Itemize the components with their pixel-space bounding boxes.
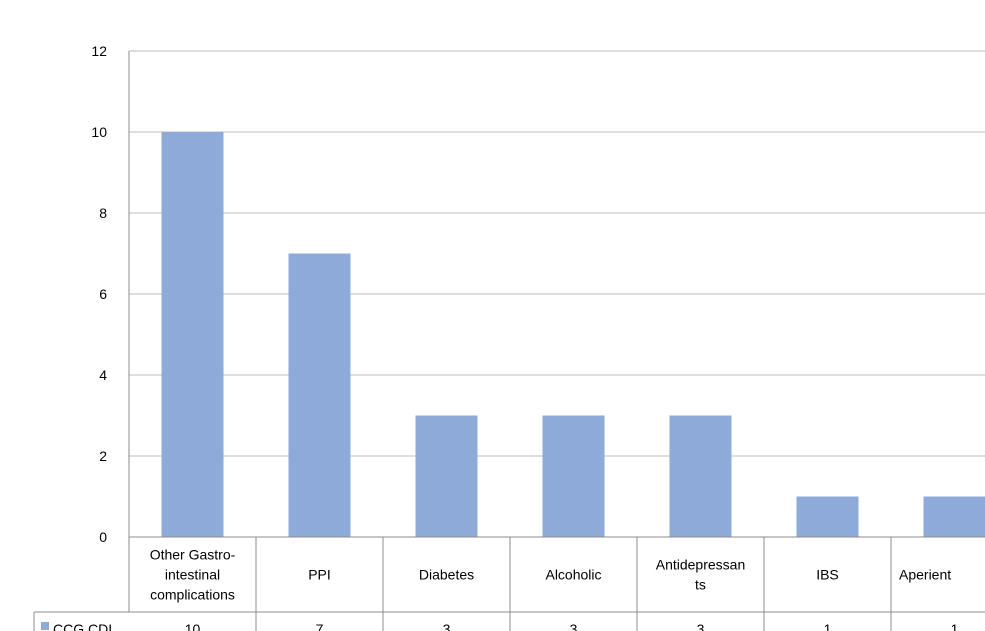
table-value: 7 [316, 621, 324, 631]
table-value: 10 [185, 621, 201, 631]
bar [415, 415, 478, 537]
category-label: IBS [816, 567, 839, 583]
gridlines [129, 50, 985, 457]
y-tick-label: 8 [99, 205, 107, 221]
category-label: complications [150, 587, 235, 603]
y-tick-label: 12 [91, 43, 107, 59]
category-label: PPI [308, 567, 331, 583]
y-tick-label: 0 [99, 529, 107, 545]
y-tick-label: 10 [91, 124, 107, 140]
axes [128, 50, 985, 538]
category-labels: Other Gastro-intestinal complications PPI D… [34, 537, 985, 631]
y-tick-label: 4 [99, 367, 107, 383]
data-table: CCG CDI 10 7 3 3 3 1 1 [33, 612, 959, 631]
bar [542, 415, 605, 537]
table-value: 1 [824, 621, 832, 631]
category-label: Aperient [899, 567, 951, 583]
bar [288, 253, 351, 537]
y-axis-ticks: 0 2 4 6 8 10 12 [91, 43, 107, 545]
legend-series-label: CCG CDI [53, 621, 112, 631]
bars [161, 132, 985, 537]
category-label: Antidepressan [656, 557, 746, 573]
category-label: Diabetes [419, 567, 474, 583]
y-tick-label: 6 [99, 286, 107, 302]
category-label: ts [695, 577, 706, 593]
table-value: 3 [697, 621, 705, 631]
category-label: Alcoholic [545, 567, 601, 583]
y-tick-label: 2 [99, 448, 107, 464]
table-value: 1 [951, 621, 959, 631]
bar [923, 496, 985, 537]
table-value: 3 [443, 621, 451, 631]
legend-swatch [41, 622, 49, 630]
bar [161, 132, 224, 537]
table-value: 3 [570, 621, 578, 631]
bar [669, 415, 732, 537]
category-label: Other Gastro- [150, 547, 236, 563]
category-label: intestinal [165, 567, 220, 583]
bar [796, 496, 859, 537]
